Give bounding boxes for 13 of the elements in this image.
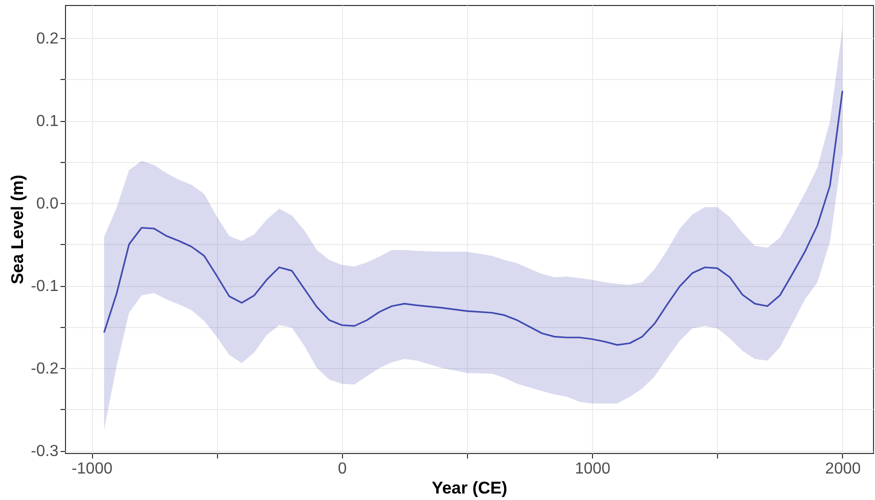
y-tick-label: -0.2 [30, 360, 59, 378]
x-tick-label: 2000 [825, 460, 861, 478]
y-tick-label: 0.2 [36, 30, 59, 48]
y-tick-label: -0.1 [30, 278, 59, 296]
y-tick-label: -0.3 [30, 443, 59, 460]
y-tick-label: 0.0 [36, 196, 59, 213]
x-tick-label: 1000 [574, 460, 611, 478]
x-tick-label: 0 [338, 460, 347, 478]
line-series [103, 90, 844, 346]
x-axis-title: Year (CE) [432, 478, 508, 498]
x-tick-label: -1000 [72, 460, 113, 478]
y-axis-title: Sea Level (m) [8, 174, 27, 284]
y-tick-label: 0.1 [36, 113, 59, 130]
